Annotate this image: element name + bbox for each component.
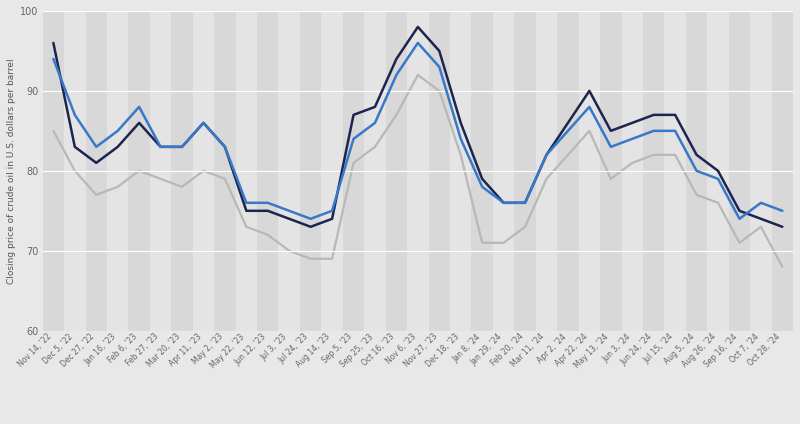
Bar [300,11,322,331]
Bar [278,11,300,331]
Bar [386,11,407,331]
Bar [64,11,86,331]
Bar [129,11,150,331]
Bar [471,11,493,331]
Bar [343,11,364,331]
Bar [236,11,257,331]
Bar [429,11,450,331]
Bar [665,11,686,331]
Bar [193,11,214,331]
Bar [729,11,750,331]
Bar [407,11,429,331]
Bar [214,11,236,331]
Bar [643,11,665,331]
Bar [364,11,386,331]
Bar [686,11,707,331]
Bar [600,11,622,331]
Bar [42,11,64,331]
Bar [750,11,772,331]
Bar [322,11,343,331]
Bar [171,11,193,331]
Bar [493,11,514,331]
Bar [107,11,129,331]
Bar [150,11,171,331]
Bar [707,11,729,331]
Bar [536,11,558,331]
Y-axis label: Closing price of crude oil in U.S. dollars per barrel: Closing price of crude oil in U.S. dolla… [7,58,16,284]
Bar [450,11,471,331]
Bar [257,11,278,331]
Bar [558,11,578,331]
Bar [514,11,536,331]
Bar [578,11,600,331]
Bar [772,11,793,331]
Bar [622,11,643,331]
Bar [86,11,107,331]
